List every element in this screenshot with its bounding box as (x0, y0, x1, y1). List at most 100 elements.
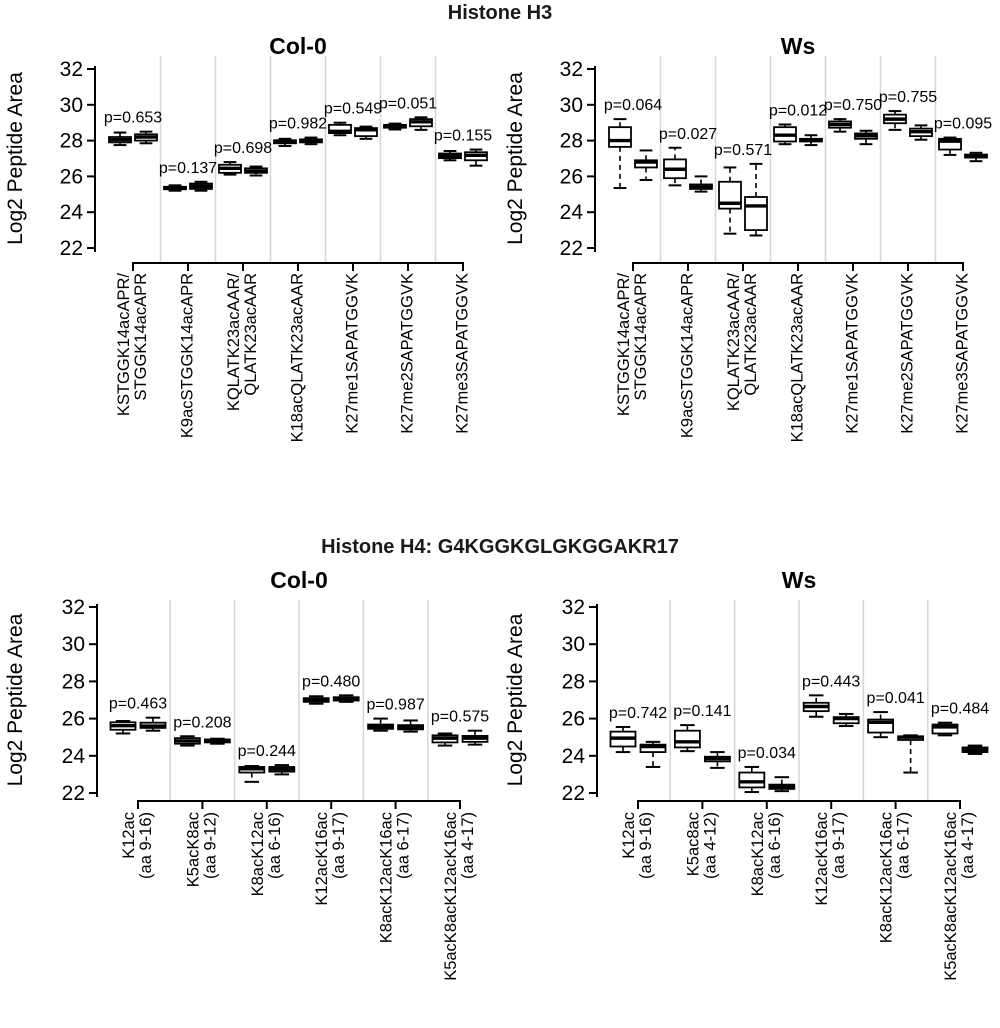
p-value-label: p=0.155 (434, 128, 492, 145)
gridlines (669, 600, 929, 800)
category-label: (aa 9-17) (830, 812, 848, 879)
y-axis: 22 24 26 28 30 32 Log2 Peptide Area (504, 58, 596, 260)
panel-title: Ws (781, 33, 816, 59)
category-label: K27me3SAPATGGVK (454, 273, 472, 434)
category-label: (aa 6-16) (766, 812, 784, 879)
p-value-label: p=0.141 (673, 703, 731, 720)
category-group: p=0.064 KSTGGK14acAPR/STGGK14acAPR (604, 97, 662, 416)
category-group: p=0.095 K27me3SAPATGGVK (934, 116, 992, 434)
box (744, 196, 768, 232)
y-tick-label: 24 (60, 201, 84, 224)
y-tick-label: 30 (60, 94, 83, 117)
box (639, 743, 667, 753)
category-label: (aa 6-17) (895, 812, 913, 879)
p-value-label: p=0.095 (934, 116, 992, 133)
category-label: K8acK12ac (749, 812, 767, 896)
y-tick-label: 28 (562, 670, 585, 693)
gridlines (659, 56, 937, 262)
category-label: K18acQLATK23acAAR (789, 273, 807, 442)
category-group: p=0.653 KSTGGK14acAPR/STGGK14acAPR (104, 110, 162, 416)
panel-title: Col-0 (270, 567, 328, 593)
y-tick-label: 30 (562, 633, 585, 656)
category-group: p=0.484 K5acK8acK12acK16ac (aa 4-17) (931, 701, 989, 981)
panel-h4-ws: Ws 22 24 26 28 30 32 Log2 Peptide Area p=0.742 K1… (504, 567, 989, 981)
category-label: QLATK23acAAR (242, 273, 260, 396)
y-tick-label: 26 (562, 708, 585, 731)
y-tick-label: 30 (560, 94, 583, 117)
y-tick-label: 28 (560, 130, 583, 153)
category-label: K8acK12acK16ac (378, 812, 396, 943)
category-label: (aa 9-16) (137, 812, 155, 879)
category-group: p=0.698 KQLATK23acAAR/QLATK23acAAR (214, 140, 272, 411)
y-axis-title: Log2 Peptide Area (504, 72, 527, 245)
x-axis (132, 262, 464, 271)
category-label: K12acK16ac (313, 812, 331, 906)
y-tick-label: 30 (62, 633, 85, 656)
p-value-label: p=0.575 (431, 709, 489, 726)
category-label: K5acK8ac (184, 812, 202, 887)
p-value-label: p=0.571 (714, 142, 772, 159)
p-value-label: p=0.027 (659, 126, 717, 143)
y-tick-label: 22 (562, 782, 585, 805)
category-group: p=0.480 K12acK16ac (aa 9-17) (302, 673, 360, 905)
category-group: p=0.463 K12ac (aa 9-16) (109, 696, 167, 879)
p-value-label: p=0.051 (379, 95, 437, 112)
category-label: K27me3SAPATGGVK (954, 273, 972, 434)
x-axis (137, 800, 461, 809)
category-group: p=0.742 K12ac (aa 9-16) (609, 705, 667, 879)
p-value-label: p=0.208 (173, 714, 231, 731)
p-value-label: p=0.012 (769, 102, 827, 119)
p-value-label: p=0.742 (609, 705, 667, 722)
category-label: K9acSTGGK14acAPR (679, 273, 697, 438)
p-value-label: p=0.244 (238, 743, 296, 760)
p-value-label: p=0.443 (802, 673, 860, 690)
category-label: (aa 4-17) (459, 812, 477, 879)
panel-title: Ws (782, 567, 817, 593)
p-value-label: p=0.653 (104, 110, 162, 127)
category-label: (aa 4-17) (959, 812, 977, 879)
category-group: p=0.571 KQLATK23acAAR/QLATK23acAAR (714, 142, 772, 411)
gridlines (159, 56, 437, 262)
category-group: p=0.041 K8acK12acK16ac (aa 6-17) (866, 690, 924, 943)
p-value-label: p=0.041 (866, 690, 924, 707)
category-label: (aa 9-16) (637, 812, 655, 879)
category-label: KSTGGK14acAPR/ (115, 273, 133, 416)
category-group: p=0.012 K18acQLATK23acAAR (769, 102, 827, 442)
y-tick-label: 22 (560, 237, 583, 260)
category-label: KQLATK23acAAR/ (725, 273, 743, 412)
category-group: p=0.549 K27me1SAPATGGVK (324, 101, 382, 434)
category-group: p=0.155 K27me3SAPATGGVK (434, 128, 492, 434)
category-group: p=0.443 K12acK16ac (aa 9-17) (802, 673, 860, 905)
category-group: p=0.755 K27me2SAPATGGVK (879, 89, 937, 434)
y-tick-label: 28 (60, 130, 83, 153)
category-label: K18acQLATK23acAAR (289, 273, 307, 442)
category-group: p=0.051 K27me2SAPATGGVK (379, 95, 437, 433)
category-label: K27me1SAPATGGVK (844, 273, 862, 434)
y-axis: 22 24 26 28 30 32 Log2 Peptide Area (504, 596, 598, 805)
panel-h4-col0: Col-0 22 24 26 28 30 32 Log2 Peptide Area p=0.46… (4, 567, 489, 981)
y-axis-title: Log2 Peptide Area (504, 613, 527, 786)
box (673, 729, 701, 749)
category-label: (aa 6-16) (266, 812, 284, 879)
p-value-label: p=0.137 (159, 160, 217, 177)
p-value-label: p=0.987 (366, 697, 424, 714)
y-tick-label: 26 (62, 708, 85, 731)
x-axis (637, 800, 961, 809)
category-label: STGGK14acAPR (632, 273, 650, 401)
box (931, 723, 959, 735)
category-label: K27me2SAPATGGVK (399, 273, 417, 434)
category-group: p=0.141 K5ac8ac (aa 4-12) (673, 703, 731, 879)
category-label: K12ac (620, 812, 638, 859)
box (738, 771, 766, 789)
figure1-title: Histone H3 (447, 2, 553, 24)
y-tick-label: 32 (62, 596, 85, 619)
category-label: K5ac8ac (684, 812, 702, 876)
y-tick-label: 32 (60, 58, 83, 81)
category-label: (aa 6-17) (395, 812, 413, 879)
y-tick-label: 26 (560, 165, 583, 188)
panel-title: Col-0 (269, 33, 327, 59)
p-value-label: p=0.463 (109, 696, 167, 713)
category-label: K12acK16ac (813, 812, 831, 906)
category-label: (aa 9-17) (330, 812, 348, 879)
